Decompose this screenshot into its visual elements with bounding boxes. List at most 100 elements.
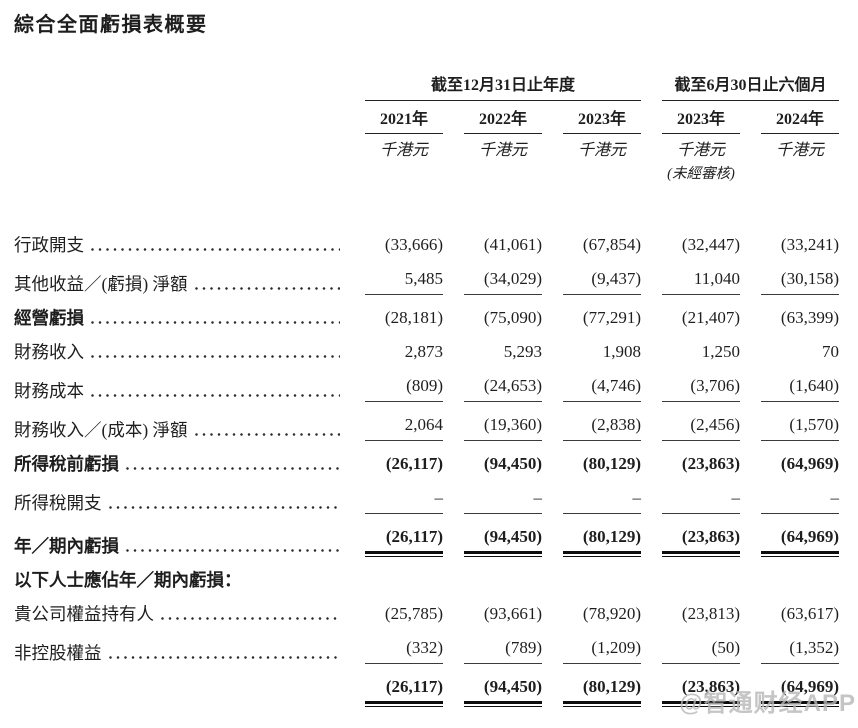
row-label: 其他收益／(虧損) 淨額 (14, 274, 188, 294)
value-cell: (26,117) (365, 526, 443, 557)
page-title: 綜合全面虧損表概要 (14, 14, 208, 36)
value-cell: (67,854) (582, 235, 641, 254)
value-cell: (93,661) (483, 604, 542, 623)
value-cell: – (662, 487, 741, 514)
value-cell: (789) (464, 637, 542, 664)
value-cell: (64,969) (761, 676, 839, 707)
value-cell: (3,706) (662, 375, 740, 402)
value-cell: 11,040 (662, 268, 740, 295)
table-row: 財務成本 (809) (24,653) (4,746) (3,706) (1,6… (14, 375, 839, 402)
table-header: 截至12月31日止年度 截至6月30日止六個月 2021年 2022年 2023… (14, 71, 839, 182)
table-row: 經營虧損 (28,181) (75,090) (77,291) (21,407)… (14, 307, 839, 329)
value-cell: (4,746) (563, 375, 641, 402)
dot-leader (161, 616, 340, 621)
value-cell: (78,920) (582, 604, 641, 623)
value-cell: (23,863) (662, 676, 740, 707)
row-label: 行政開支 (14, 235, 84, 255)
value-cell: 1,250 (701, 342, 740, 361)
value-cell: (34,029) (464, 268, 542, 295)
value-cell: 5,485 (365, 268, 443, 295)
table-row: 以下人士應佔年／期內虧損： (14, 569, 839, 591)
value-cell: (94,450) (483, 454, 542, 473)
value-cell: (33,241) (780, 235, 839, 254)
year-column-header: 2023年 (563, 101, 641, 134)
dot-leader (91, 393, 340, 398)
value-cell: (21,407) (681, 308, 740, 327)
value-cell: (23,863) (681, 454, 740, 473)
value-cell: (809) (365, 375, 443, 402)
table-row: 非控股權益 (332) (789) (1,209) (50) (1,352) (14, 637, 839, 664)
value-cell: (1,640) (761, 375, 839, 402)
table-row: 行政開支 (33,666) (41,061) (67,854) (32,447)… (14, 234, 839, 256)
value-cell: (26,117) (385, 454, 443, 473)
dot-leader (108, 655, 340, 660)
row-label: 貴公司權益持有人 (14, 604, 154, 624)
row-label: 以下人士應佔年／期內虧損： (14, 570, 242, 590)
dot-leader (91, 354, 340, 359)
value-cell: (64,969) (780, 454, 839, 473)
value-cell: (23,863) (662, 526, 740, 557)
unit-label: 千港元 (577, 142, 626, 159)
dot-leader (108, 505, 340, 510)
value-cell: 70 (822, 342, 839, 361)
dot-leader (194, 286, 340, 291)
value-cell: – (464, 487, 543, 514)
value-cell: (80,129) (563, 676, 641, 707)
watermark: @智通财经APP (679, 690, 856, 717)
table-row: 年／期內虧損 (26,117) (94,450) (80,129) (23,86… (14, 526, 839, 557)
value-cell: – (563, 487, 642, 514)
unaudited-note: (未經審核) (667, 166, 735, 182)
value-cell: (32,447) (681, 235, 740, 254)
unit-label: 千港元 (676, 142, 725, 159)
dot-leader (91, 247, 340, 252)
table-row: 所得稅前虧損 (26,117) (94,450) (80,129) (23,86… (14, 453, 839, 475)
value-cell: (9,437) (563, 268, 641, 295)
value-cell: (24,653) (464, 375, 542, 402)
row-label: 財務成本 (14, 381, 84, 401)
dot-leader (126, 548, 340, 553)
table-row: 財務收入／(成本) 淨額 2,064 (19,360) (2,838) (2,4… (14, 414, 839, 441)
value-cell: (23,813) (681, 604, 740, 623)
value-cell: (1,209) (563, 637, 641, 664)
value-cell: – (365, 487, 444, 514)
year-column-header: 2023年 (662, 101, 740, 134)
value-cell: (2,838) (563, 414, 641, 441)
value-cell: (332) (365, 637, 443, 664)
year-column-header: 2022年 (464, 101, 542, 134)
table-body: 行政開支 (33,666) (41,061) (67,854) (32,447)… (14, 234, 839, 707)
dot-leader (194, 432, 340, 437)
value-cell: (94,450) (464, 526, 542, 557)
value-cell: (41,061) (483, 235, 542, 254)
dot-leader (126, 466, 340, 471)
value-cell: (28,181) (384, 308, 443, 327)
group-header-annual: 截至12月31日止年度 (365, 71, 641, 101)
value-cell: (1,352) (761, 637, 839, 664)
value-cell: (94,450) (464, 676, 542, 707)
value-cell: (77,291) (582, 308, 641, 327)
row-label: 所得稅開支 (14, 493, 102, 513)
value-cell: (50) (662, 637, 740, 664)
row-label: 財務收入／(成本) 淨額 (14, 420, 188, 440)
table-row: (26,117) (94,450) (80,129) (23,863) (64,… (14, 676, 839, 707)
table-row: 貴公司權益持有人 (25,785) (93,661) (78,920) (23,… (14, 603, 839, 625)
year-column-header: 2021年 (365, 101, 443, 134)
value-cell: (63,399) (780, 308, 839, 327)
value-cell: 2,064 (365, 414, 443, 441)
table-row: 財務收入 2,873 5,293 1,908 1,250 70 (14, 341, 839, 363)
year-column-header: 2024年 (761, 101, 839, 134)
value-cell: (64,969) (761, 526, 839, 557)
value-cell: – (761, 487, 840, 514)
row-label: 財務收入 (14, 342, 84, 362)
value-cell: (26,117) (365, 676, 443, 707)
value-cell: (63,617) (780, 604, 839, 623)
row-label: 非控股權益 (14, 643, 102, 663)
value-cell: (33,666) (384, 235, 443, 254)
unit-label: 千港元 (379, 142, 428, 159)
value-cell: (2,456) (662, 414, 740, 441)
value-cell: (75,090) (483, 308, 542, 327)
unit-label: 千港元 (478, 142, 527, 159)
table-row: 其他收益／(虧損) 淨額 5,485 (34,029) (9,437) 11,0… (14, 268, 839, 295)
row-label: 所得稅前虧損 (14, 454, 119, 474)
value-cell: 2,873 (404, 342, 443, 361)
value-cell: (19,360) (464, 414, 542, 441)
